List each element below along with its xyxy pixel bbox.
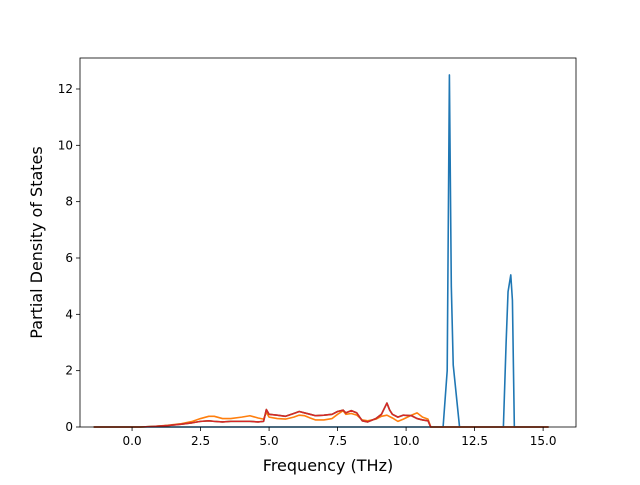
x-tick-label: 0.0	[123, 434, 142, 448]
x-axis-ticks: 0.0 2.5 5.0 7.5 10.0 12.5 15.0	[123, 427, 557, 448]
y-tick-label: 2	[65, 364, 73, 378]
x-tick-label: 12.5	[461, 434, 488, 448]
series-line-4	[93, 402, 549, 428]
y-axis-label: Partial Density of States	[27, 146, 46, 338]
y-tick-label: 8	[65, 195, 73, 209]
x-tick-label: 2.5	[191, 434, 210, 448]
y-tick-label: 0	[65, 420, 73, 434]
x-tick-label: 7.5	[328, 434, 347, 448]
x-tick-label: 10.0	[393, 434, 420, 448]
plot-area-frame	[79, 57, 577, 428]
y-tick-label: 10	[58, 138, 73, 152]
x-axis-label: Frequency (THz)	[263, 456, 393, 475]
y-tick-label: 4	[65, 307, 73, 321]
y-axis-ticks: 0 2 4 6 8 10 12	[58, 82, 80, 434]
x-tick-label: 15.0	[530, 434, 557, 448]
y-tick-label: 12	[58, 82, 73, 96]
y-tick-label: 6	[65, 251, 73, 265]
x-tick-label: 5.0	[260, 434, 279, 448]
series-line-2	[93, 409, 549, 428]
